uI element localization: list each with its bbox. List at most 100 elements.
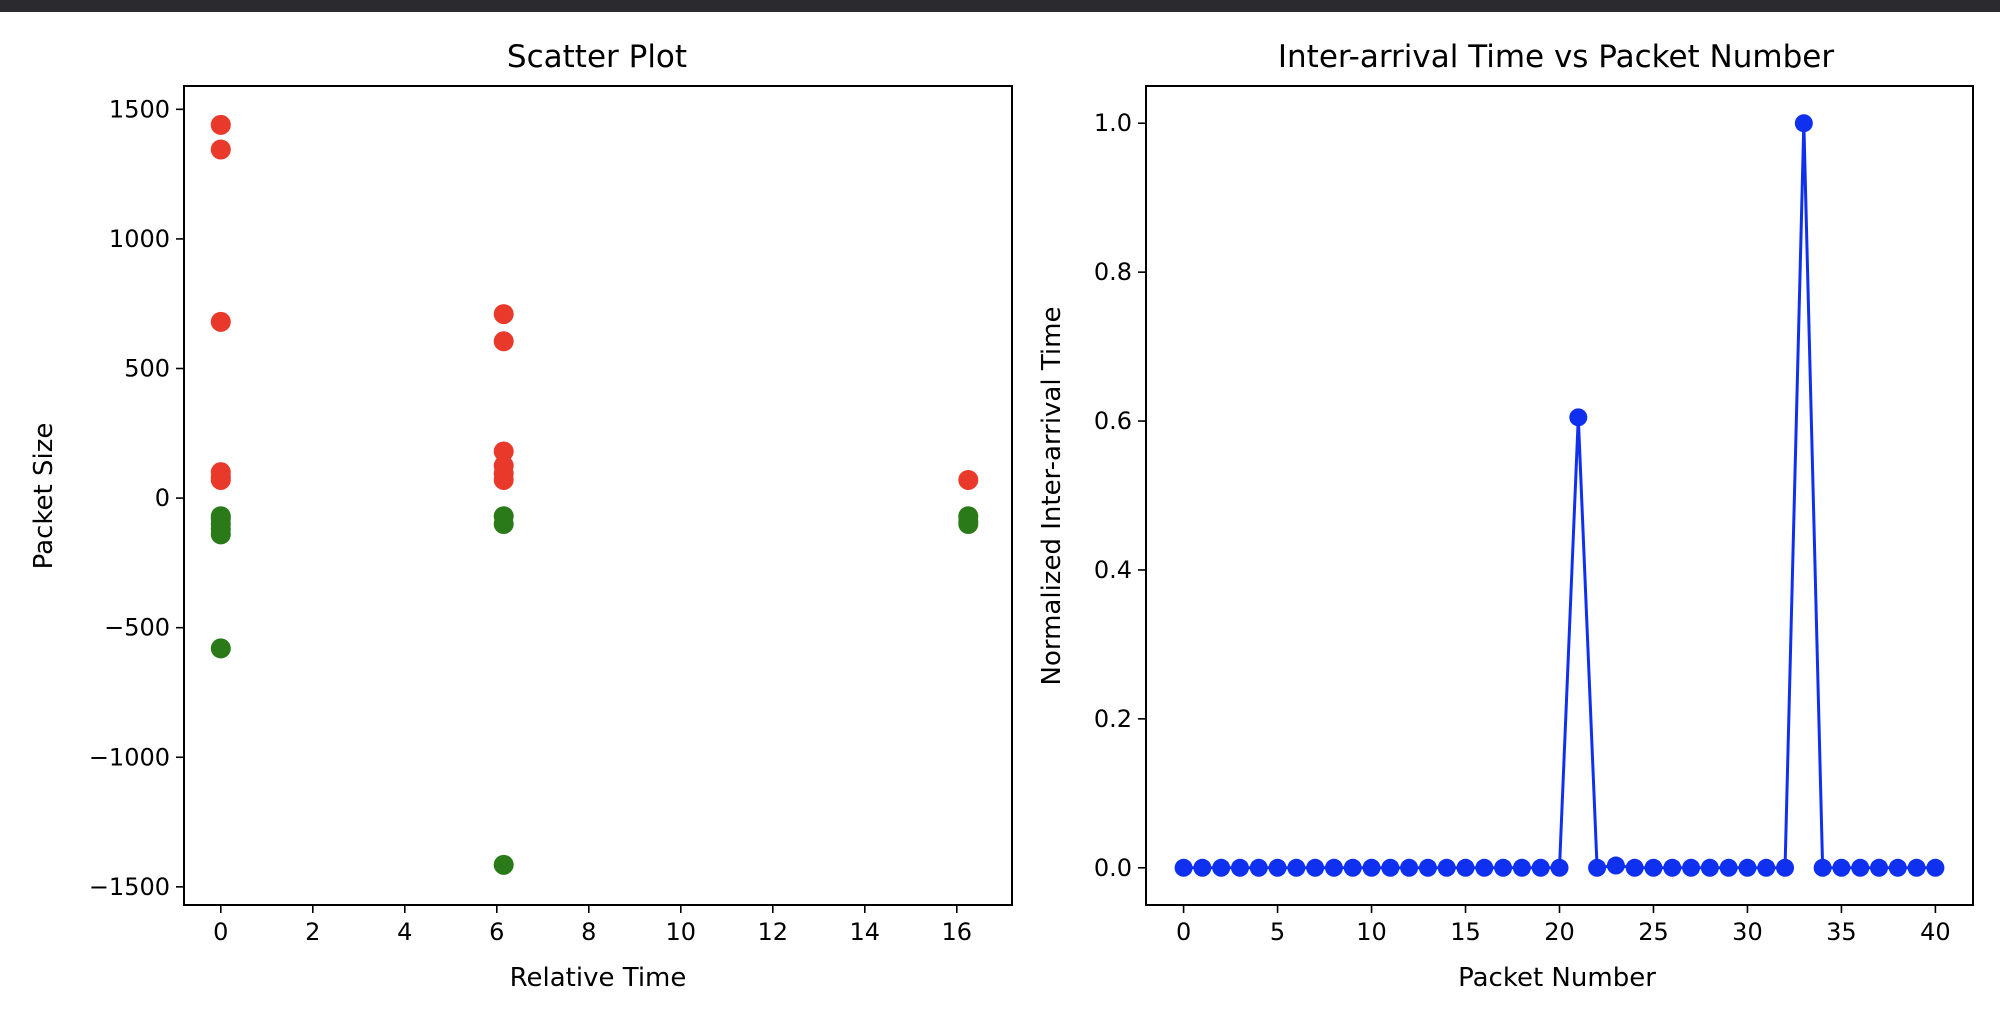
interarrival-point [1287, 858, 1306, 877]
scatter-plot-x-axis-label: Relative Time [510, 963, 687, 993]
scatter-point-red [493, 331, 514, 352]
y-tick-label: 0.0 [1094, 854, 1132, 882]
interarrival-point [1888, 858, 1907, 877]
interarrival-plot-marks [1174, 114, 1945, 877]
interarrival-point [1531, 858, 1550, 877]
figure: Scatter Plot 0 2 4 6 8 10 12 14 16 −1500 −1000 −50… [0, 12, 2000, 1012]
interarrival-point [1663, 858, 1682, 877]
y-tick-label: −500 [104, 614, 170, 642]
y-tick-label: 0 [155, 484, 170, 512]
interarrival-plot-axes: Inter-arrival Time vs Packet Number 0 5 10… [1037, 39, 1974, 993]
x-tick-label: 40 [1920, 918, 1951, 946]
scatter-plot-marks [210, 114, 979, 875]
interarrival-point [1343, 858, 1362, 877]
y-tick-label: 0.6 [1094, 407, 1132, 435]
interarrival-point [1907, 858, 1926, 877]
y-tick-label: 0.2 [1094, 705, 1132, 733]
scatter-plot-title: Scatter Plot [507, 39, 687, 75]
interarrival-point [1832, 858, 1851, 877]
interarrival-plot-y-ticks: 0.0 0.2 0.4 0.6 0.8 1.0 [1094, 109, 1146, 882]
interarrival-point [1230, 858, 1249, 877]
interarrival-plot-x-axis-label: Packet Number [1458, 963, 1656, 993]
y-tick-label: 1000 [109, 225, 170, 253]
interarrival-point [1306, 858, 1325, 877]
interarrival-plot-title: Inter-arrival Time vs Packet Number [1278, 39, 1834, 75]
y-tick-label: 0.4 [1094, 556, 1132, 584]
scatter-plot-frame [183, 85, 1013, 906]
y-tick-label: 0.8 [1094, 258, 1132, 286]
x-tick-label: 35 [1826, 918, 1857, 946]
scatter-plot-axes: Scatter Plot 0 2 4 6 8 10 12 14 16 −1500 −1000 −50… [29, 39, 1013, 993]
x-tick-label: 30 [1732, 918, 1763, 946]
x-tick-label: 4 [397, 918, 412, 946]
x-tick-label: 0 [213, 918, 228, 946]
interarrival-point [1249, 858, 1268, 877]
scatter-point-red [493, 304, 514, 325]
x-tick-label: 2 [305, 918, 320, 946]
interarrival-point [1268, 858, 1287, 877]
scatter-point-red [958, 469, 979, 490]
interarrival-point [1926, 858, 1945, 877]
interarrival-point [1193, 858, 1212, 877]
scatter-point-red [210, 114, 231, 135]
interarrival-point [1381, 858, 1400, 877]
scatter-point-red [210, 139, 231, 160]
interarrival-point [1682, 858, 1701, 877]
x-tick-label: 10 [666, 918, 697, 946]
interarrival-plot-frame [1145, 85, 1974, 906]
interarrival-point [1588, 858, 1607, 877]
scatter-plot-y-axis-label: Packet Size [29, 423, 59, 570]
interarrival-point [1437, 858, 1456, 877]
y-tick-label: −1500 [89, 873, 170, 901]
interarrival-point [1400, 858, 1419, 877]
scatter-point-green [210, 524, 231, 545]
interarrival-point [1719, 858, 1738, 877]
interarrival-series-line [1183, 123, 1936, 870]
scatter-point-red [210, 311, 231, 332]
scatter-point-green [493, 514, 514, 535]
x-tick-label: 20 [1544, 918, 1575, 946]
y-tick-label: 1.0 [1094, 109, 1132, 137]
x-tick-label: 0 [1176, 918, 1191, 946]
interarrival-point [1625, 858, 1644, 877]
interarrival-point [1738, 858, 1757, 877]
interarrival-point [1606, 856, 1625, 875]
interarrival-point [1851, 858, 1870, 877]
interarrival-point [1813, 858, 1832, 877]
interarrival-point [1512, 858, 1531, 877]
scatter-point-red [493, 441, 514, 462]
x-tick-label: 16 [942, 918, 973, 946]
scatter-plot-y-ticks: −1500 −1000 −500 0 500 1000 1500 [89, 95, 184, 901]
interarrival-point [1776, 858, 1795, 877]
interarrival-point [1212, 858, 1231, 877]
figure-canvas: Scatter Plot 0 2 4 6 8 10 12 14 16 −1500 −1000 −50… [29, 39, 1974, 993]
interarrival-point [1569, 408, 1588, 427]
interarrival-point [1870, 858, 1889, 877]
y-tick-label: 500 [124, 355, 170, 383]
interarrival-point [1757, 858, 1776, 877]
interarrival-point [1174, 858, 1193, 877]
x-tick-label: 5 [1270, 918, 1285, 946]
interarrival-point [1494, 858, 1513, 877]
x-tick-label: 8 [581, 918, 596, 946]
interarrival-point [1362, 858, 1381, 877]
interarrival-point [1644, 858, 1663, 877]
x-tick-label: 25 [1638, 918, 1669, 946]
interarrival-point [1700, 858, 1719, 877]
interarrival-plot-y-axis-label: Normalized Inter-arrival Time [1037, 307, 1067, 686]
interarrival-point [1794, 114, 1813, 133]
interarrival-point [1475, 858, 1494, 877]
x-tick-label: 6 [489, 918, 504, 946]
interarrival-point [1324, 858, 1343, 877]
interarrival-point [1418, 858, 1437, 877]
scatter-point-green [210, 638, 231, 659]
scatter-point-green [958, 514, 979, 535]
interarrival-plot-x-ticks: 0 5 10 15 20 25 30 35 40 [1176, 905, 1951, 946]
scatter-point-red [210, 469, 231, 490]
x-tick-label: 12 [758, 918, 789, 946]
interarrival-point [1456, 858, 1475, 877]
scatter-plot-x-ticks: 0 2 4 6 8 10 12 14 16 [213, 905, 972, 946]
scatter-point-green [493, 854, 514, 875]
x-tick-label: 14 [850, 918, 881, 946]
y-tick-label: −1000 [89, 743, 170, 771]
